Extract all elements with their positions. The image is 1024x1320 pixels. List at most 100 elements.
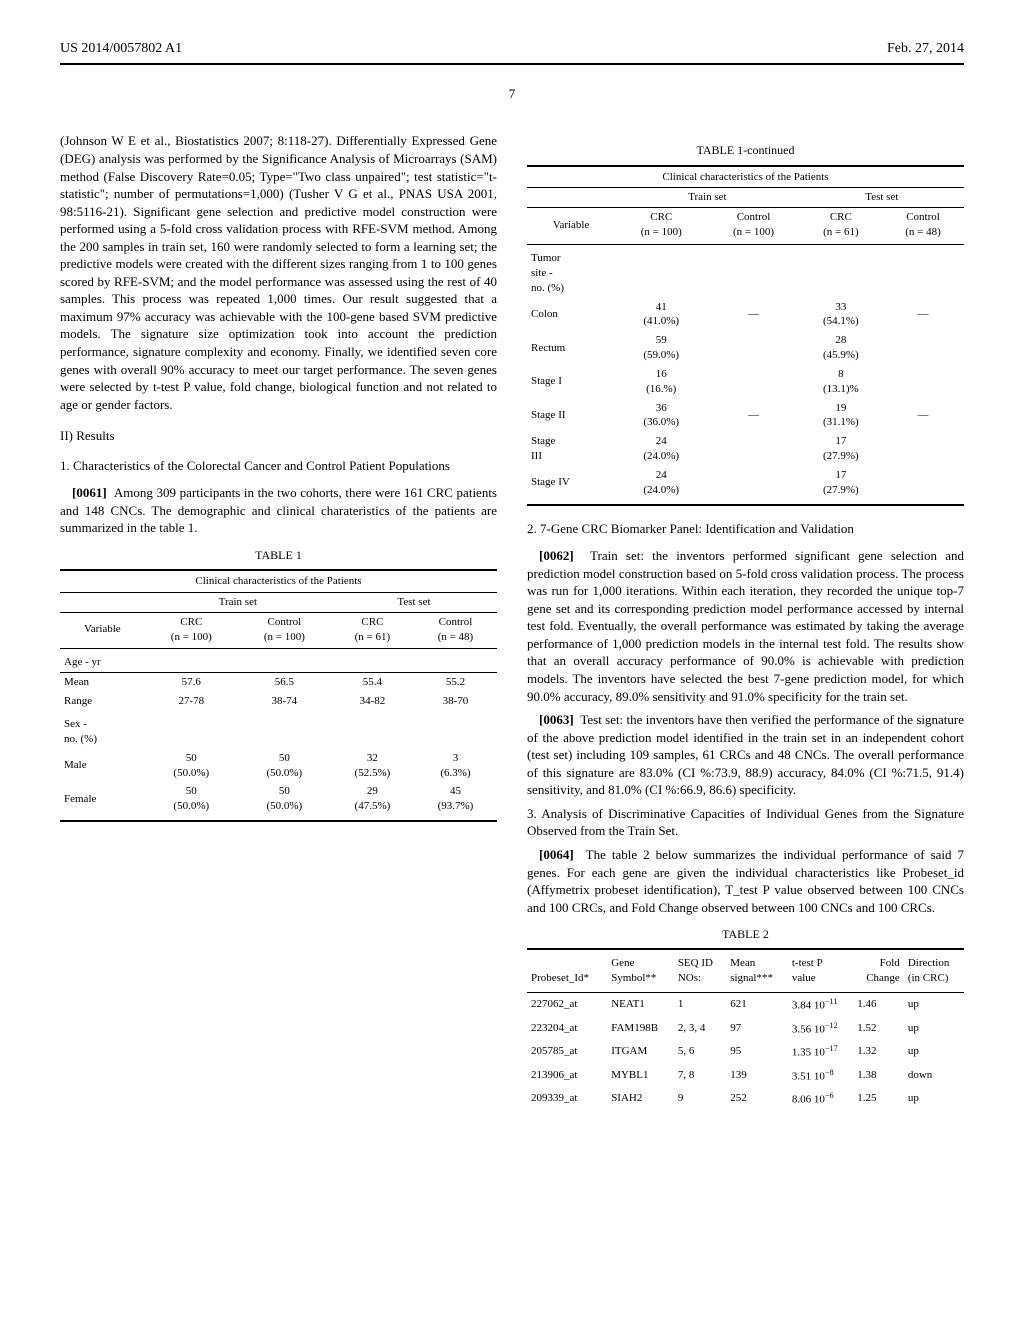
table-cell: 95 bbox=[726, 1040, 788, 1064]
table-cell: 209339_at bbox=[527, 1087, 607, 1111]
content-columns: (Johnson W E et al., Biostatistics 2007;… bbox=[60, 132, 964, 1124]
table-cell: up bbox=[904, 1040, 964, 1064]
table-cell: 24 (24.0%) bbox=[615, 466, 707, 500]
table-cell: 38-70 bbox=[414, 692, 497, 711]
table-cell: Stage IV bbox=[527, 466, 615, 500]
table-cell: 55.4 bbox=[331, 673, 414, 692]
table-cell: 24 (24.0%) bbox=[615, 432, 707, 466]
table-cell: up bbox=[904, 1017, 964, 1041]
table-cell: 621 bbox=[726, 993, 788, 1017]
table-cell: 1.35 10−17 bbox=[788, 1040, 853, 1064]
table-cell: ITGAM bbox=[607, 1040, 674, 1064]
table-row: Mean57.656.555.455.2 bbox=[60, 673, 497, 692]
patent-date: Feb. 27, 2014 bbox=[887, 40, 964, 59]
table-column-header: Variable CRC (n = 100) Control (n = 100)… bbox=[60, 612, 497, 649]
body-text: (Johnson W E et al., Biostatistics 2007;… bbox=[60, 132, 497, 413]
subsection-heading: 1. Characteristics of the Colorectal Can… bbox=[60, 457, 497, 475]
table-cell: 17 (27.9%) bbox=[800, 466, 882, 500]
table-cell: 56.5 bbox=[238, 673, 331, 692]
table-section-row: Age - yr bbox=[60, 649, 497, 673]
table-row: 213906_atMYBL17, 81393.51 10−81.38down bbox=[527, 1064, 964, 1088]
page-number: 7 bbox=[60, 85, 964, 103]
table-cell: 50 (50.0%) bbox=[145, 749, 238, 783]
table-cell: 1.46 bbox=[853, 993, 904, 1017]
subsection-heading: 2. 7-Gene CRC Biomarker Panel: Identific… bbox=[527, 520, 964, 538]
table-cell: 7, 8 bbox=[674, 1064, 726, 1088]
paragraph-number: [0063] bbox=[539, 712, 574, 727]
table-cell: 16 (16.%) bbox=[615, 365, 707, 399]
body-text: [0061] Among 309 participants in the two… bbox=[60, 484, 497, 537]
table-cell: NEAT1 bbox=[607, 993, 674, 1017]
table-cell: 50 (50.0%) bbox=[145, 782, 238, 816]
table-row: 209339_atSIAH292528.06 10−61.25up bbox=[527, 1087, 964, 1111]
table-cell bbox=[707, 365, 799, 399]
left-column: (Johnson W E et al., Biostatistics 2007;… bbox=[60, 132, 497, 1124]
table-cell: 3.51 10−8 bbox=[788, 1064, 853, 1088]
table-row: Stage I16 (16.%)8 (13.1)% bbox=[527, 365, 964, 399]
table-cell: 3.84 10−11 bbox=[788, 993, 853, 1017]
table-caption: TABLE 2 bbox=[527, 926, 964, 942]
table-row: 205785_atITGAM5, 6951.35 10−171.32up bbox=[527, 1040, 964, 1064]
table-section-row: Sex - no. (%) bbox=[60, 711, 497, 749]
table-cell: 3 (6.3%) bbox=[414, 749, 497, 783]
table-group-header: Train set Test set bbox=[527, 188, 964, 208]
table-cell: SIAH2 bbox=[607, 1087, 674, 1111]
paragraph-number: [0061] bbox=[72, 485, 107, 500]
paragraph-text: Among 309 participants in the two cohort… bbox=[60, 485, 497, 535]
table-caption: TABLE 1-continued bbox=[527, 142, 964, 158]
table-subtitle: Clinical characteristics of the Patients bbox=[527, 166, 964, 188]
paragraph-number: [0064] bbox=[539, 847, 574, 862]
results-heading: II) Results bbox=[60, 427, 497, 445]
table-row: Rectum59 (59.0%)28 (45.9%) bbox=[527, 331, 964, 365]
table-cell: 97 bbox=[726, 1017, 788, 1041]
table-cell: 1.25 bbox=[853, 1087, 904, 1111]
table-cell: 252 bbox=[726, 1087, 788, 1111]
table-cell bbox=[882, 466, 964, 500]
table-cell: 1 bbox=[674, 993, 726, 1017]
table-cell: 50 (50.0%) bbox=[238, 749, 331, 783]
table-cell: 139 bbox=[726, 1064, 788, 1088]
table-row: Female50 (50.0%)50 (50.0%)29 (47.5%)45 (… bbox=[60, 782, 497, 816]
table-cell: Stage III bbox=[527, 432, 615, 466]
table-cell bbox=[707, 466, 799, 500]
table-cell: 213906_at bbox=[527, 1064, 607, 1088]
table-cell: 55.2 bbox=[414, 673, 497, 692]
paragraph-text: Train set: the inventors performed signi… bbox=[527, 548, 964, 703]
table-cell: 33 (54.1%) bbox=[800, 298, 882, 332]
table-cell: 28 (45.9%) bbox=[800, 331, 882, 365]
table-cell: — bbox=[882, 399, 964, 433]
table-cell: up bbox=[904, 993, 964, 1017]
table-cell: Range bbox=[60, 692, 145, 711]
body-text: [0063] Test set: the inventors have then… bbox=[527, 711, 964, 799]
table-cell: Rectum bbox=[527, 331, 615, 365]
table-cell: Mean bbox=[60, 673, 145, 692]
table-cell: 1.32 bbox=[853, 1040, 904, 1064]
table-cell: 27-78 bbox=[145, 692, 238, 711]
table-subtitle: Clinical characteristics of the Patients bbox=[60, 570, 497, 592]
table-cell: 50 (50.0%) bbox=[238, 782, 331, 816]
table-cell: 8.06 10−6 bbox=[788, 1087, 853, 1111]
table-cell: 3.56 10−12 bbox=[788, 1017, 853, 1041]
table-caption: TABLE 1 bbox=[60, 547, 497, 563]
table-cell: 2, 3, 4 bbox=[674, 1017, 726, 1041]
table-cell: 223204_at bbox=[527, 1017, 607, 1041]
table-section-row: Tumor site - no. (%) bbox=[527, 245, 964, 298]
table-cell: 57.6 bbox=[145, 673, 238, 692]
table-cell: FAM198B bbox=[607, 1017, 674, 1041]
table-row: Stage IV24 (24.0%) 17 (27.9%) bbox=[527, 466, 964, 500]
body-text: [0062] Train set: the inventors performe… bbox=[527, 547, 964, 705]
table-header-row: Probeset_Id* Gene Symbol** SEQ ID NOs: M… bbox=[527, 949, 964, 992]
table-row: Stage II36 (36.0%)—19 (31.1%)— bbox=[527, 399, 964, 433]
table-cell: — bbox=[707, 298, 799, 332]
table-1: Clinical characteristics of the Patients… bbox=[60, 569, 497, 822]
table-cell: Colon bbox=[527, 298, 615, 332]
table-cell bbox=[707, 331, 799, 365]
header-rule bbox=[60, 63, 964, 65]
body-text: [0064] The table 2 below summarizes the … bbox=[527, 846, 964, 916]
paragraph-number: [0062] bbox=[539, 548, 574, 563]
table-row: Stage III24 (24.0%)17 (27.9%) bbox=[527, 432, 964, 466]
table-cell bbox=[707, 432, 799, 466]
table-row: Range27-7838-7434-8238-70 bbox=[60, 692, 497, 711]
paragraph-text: Test set: the inventors have then verifi… bbox=[527, 712, 964, 797]
table-cell: 5, 6 bbox=[674, 1040, 726, 1064]
